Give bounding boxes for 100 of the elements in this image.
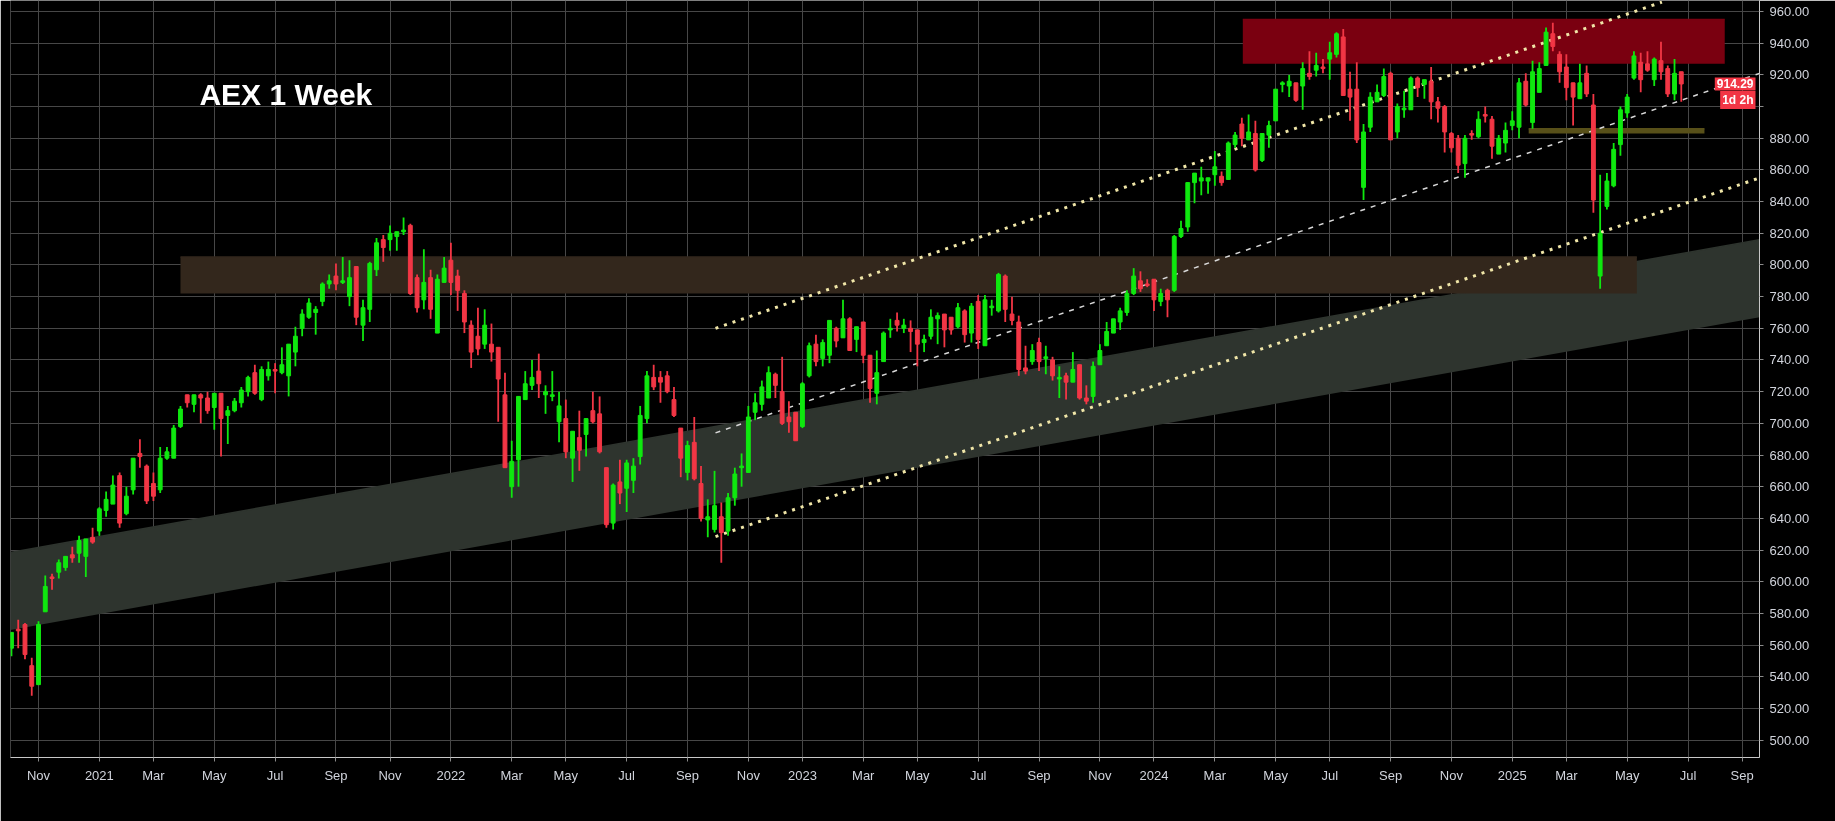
x-tick-label: Nov <box>26 767 51 783</box>
candlestick <box>1043 344 1049 376</box>
candlestick <box>1029 343 1035 366</box>
candlestick <box>279 346 285 376</box>
candlestick <box>833 325 839 349</box>
y-tick-label: 760.00 <box>1769 320 1810 336</box>
y-tick-label: 800.00 <box>1769 257 1810 273</box>
candlestick <box>380 233 386 263</box>
candlestick <box>96 506 102 537</box>
y-tick-label: 660.00 <box>1769 479 1810 495</box>
candlestick <box>123 485 129 517</box>
y-tick-label: 720.00 <box>1769 384 1810 400</box>
candlestick <box>292 325 298 368</box>
candlestick <box>739 452 745 488</box>
candlestick <box>1550 21 1556 53</box>
y-tick-label: 860.00 <box>1769 162 1810 178</box>
candlestick <box>1678 70 1684 103</box>
candlestick <box>1536 61 1542 94</box>
candlestick <box>935 311 941 346</box>
candlestick <box>630 457 636 494</box>
candlestick <box>955 302 961 330</box>
candlestick <box>272 362 278 395</box>
candlestick <box>1293 81 1299 103</box>
candlestick <box>198 392 204 425</box>
x-tick-label: Jul <box>1679 767 1697 783</box>
candlestick <box>225 405 231 445</box>
y-tick-label: 940.00 <box>1769 35 1810 51</box>
candlestick <box>1563 53 1569 102</box>
x-tick-label: Jul <box>1321 767 1339 783</box>
candlestick <box>658 370 663 404</box>
x-tick-label: 2022 <box>436 767 466 783</box>
candlestick <box>1165 287 1170 319</box>
x-tick-label: Nov <box>378 767 403 783</box>
candlestick <box>340 256 346 285</box>
candlestick <box>1036 336 1042 372</box>
x-tick-label: Mar <box>500 767 524 783</box>
candlestick <box>1063 371 1069 401</box>
candlestick <box>590 390 596 425</box>
y-tick-label: 560.00 <box>1769 637 1810 653</box>
candlestick <box>772 371 778 399</box>
candlestick <box>448 241 454 296</box>
candlestick <box>1428 66 1434 121</box>
x-tick-label: Sep <box>1379 767 1403 783</box>
x-tick-label: Jul <box>969 767 987 783</box>
candlestick <box>1448 131 1454 154</box>
x-tick-label: Nov <box>1088 767 1112 783</box>
candlestick <box>1631 50 1637 81</box>
y-tick-label: 520.00 <box>1769 700 1810 716</box>
candlestick <box>1246 113 1252 141</box>
candlestick <box>205 390 210 415</box>
candlestick <box>333 262 339 292</box>
x-tick-label: Jul <box>266 767 284 783</box>
candlestick <box>1239 116 1245 148</box>
candlestick <box>1138 270 1143 293</box>
candlestick <box>914 329 920 368</box>
candlestick <box>1212 150 1218 187</box>
candlestick <box>941 313 947 349</box>
candlestick <box>1192 172 1197 205</box>
candlestick <box>1050 355 1055 382</box>
candlestick <box>1083 384 1089 406</box>
candlestick <box>536 352 542 399</box>
candlestick <box>1584 64 1590 98</box>
x-tick-label: 2024 <box>1139 767 1169 783</box>
candlestick <box>455 268 461 312</box>
candlestick <box>1638 51 1644 94</box>
candlestick <box>617 458 623 506</box>
candlestick <box>441 256 447 284</box>
y-tick-label: 500.00 <box>1769 732 1810 748</box>
candlestick <box>887 317 893 339</box>
candlestick <box>549 370 555 403</box>
candlestick <box>1327 40 1333 81</box>
candlestick <box>874 349 880 406</box>
y-tick-label: 640.00 <box>1769 510 1810 526</box>
x-tick-label: Nov <box>736 767 761 783</box>
candlestick <box>56 558 62 580</box>
candlestick <box>1496 134 1502 156</box>
candlestick <box>1577 62 1583 100</box>
annotation: 1d 2h <box>1722 92 1754 107</box>
y-tick-label: 820.00 <box>1769 225 1810 241</box>
y-tick-label: 580.00 <box>1769 605 1810 621</box>
y-tick-label: 780.00 <box>1769 289 1810 305</box>
y-tick-label: 840.00 <box>1769 194 1810 210</box>
candlestick <box>705 498 711 539</box>
y-tick-label: 880.00 <box>1769 130 1810 146</box>
candlestick <box>1023 344 1028 376</box>
x-tick-label: Sep <box>324 767 348 783</box>
candlestick <box>347 259 352 308</box>
x-tick-label: 2021 <box>84 767 114 783</box>
candlestick <box>1334 31 1339 59</box>
y-tick-label: 680.00 <box>1769 447 1810 463</box>
y-tick-label: 700.00 <box>1769 415 1810 431</box>
candlestick <box>651 363 657 391</box>
candlestick <box>1104 321 1110 347</box>
x-tick-label: Jul <box>618 767 636 783</box>
candlestick <box>1570 81 1576 127</box>
y-tick-label: 920.00 <box>1769 67 1810 83</box>
x-tick-label: May <box>553 767 579 783</box>
candlestick <box>29 656 35 697</box>
candlestick <box>1523 72 1529 108</box>
candlestick <box>489 322 494 363</box>
